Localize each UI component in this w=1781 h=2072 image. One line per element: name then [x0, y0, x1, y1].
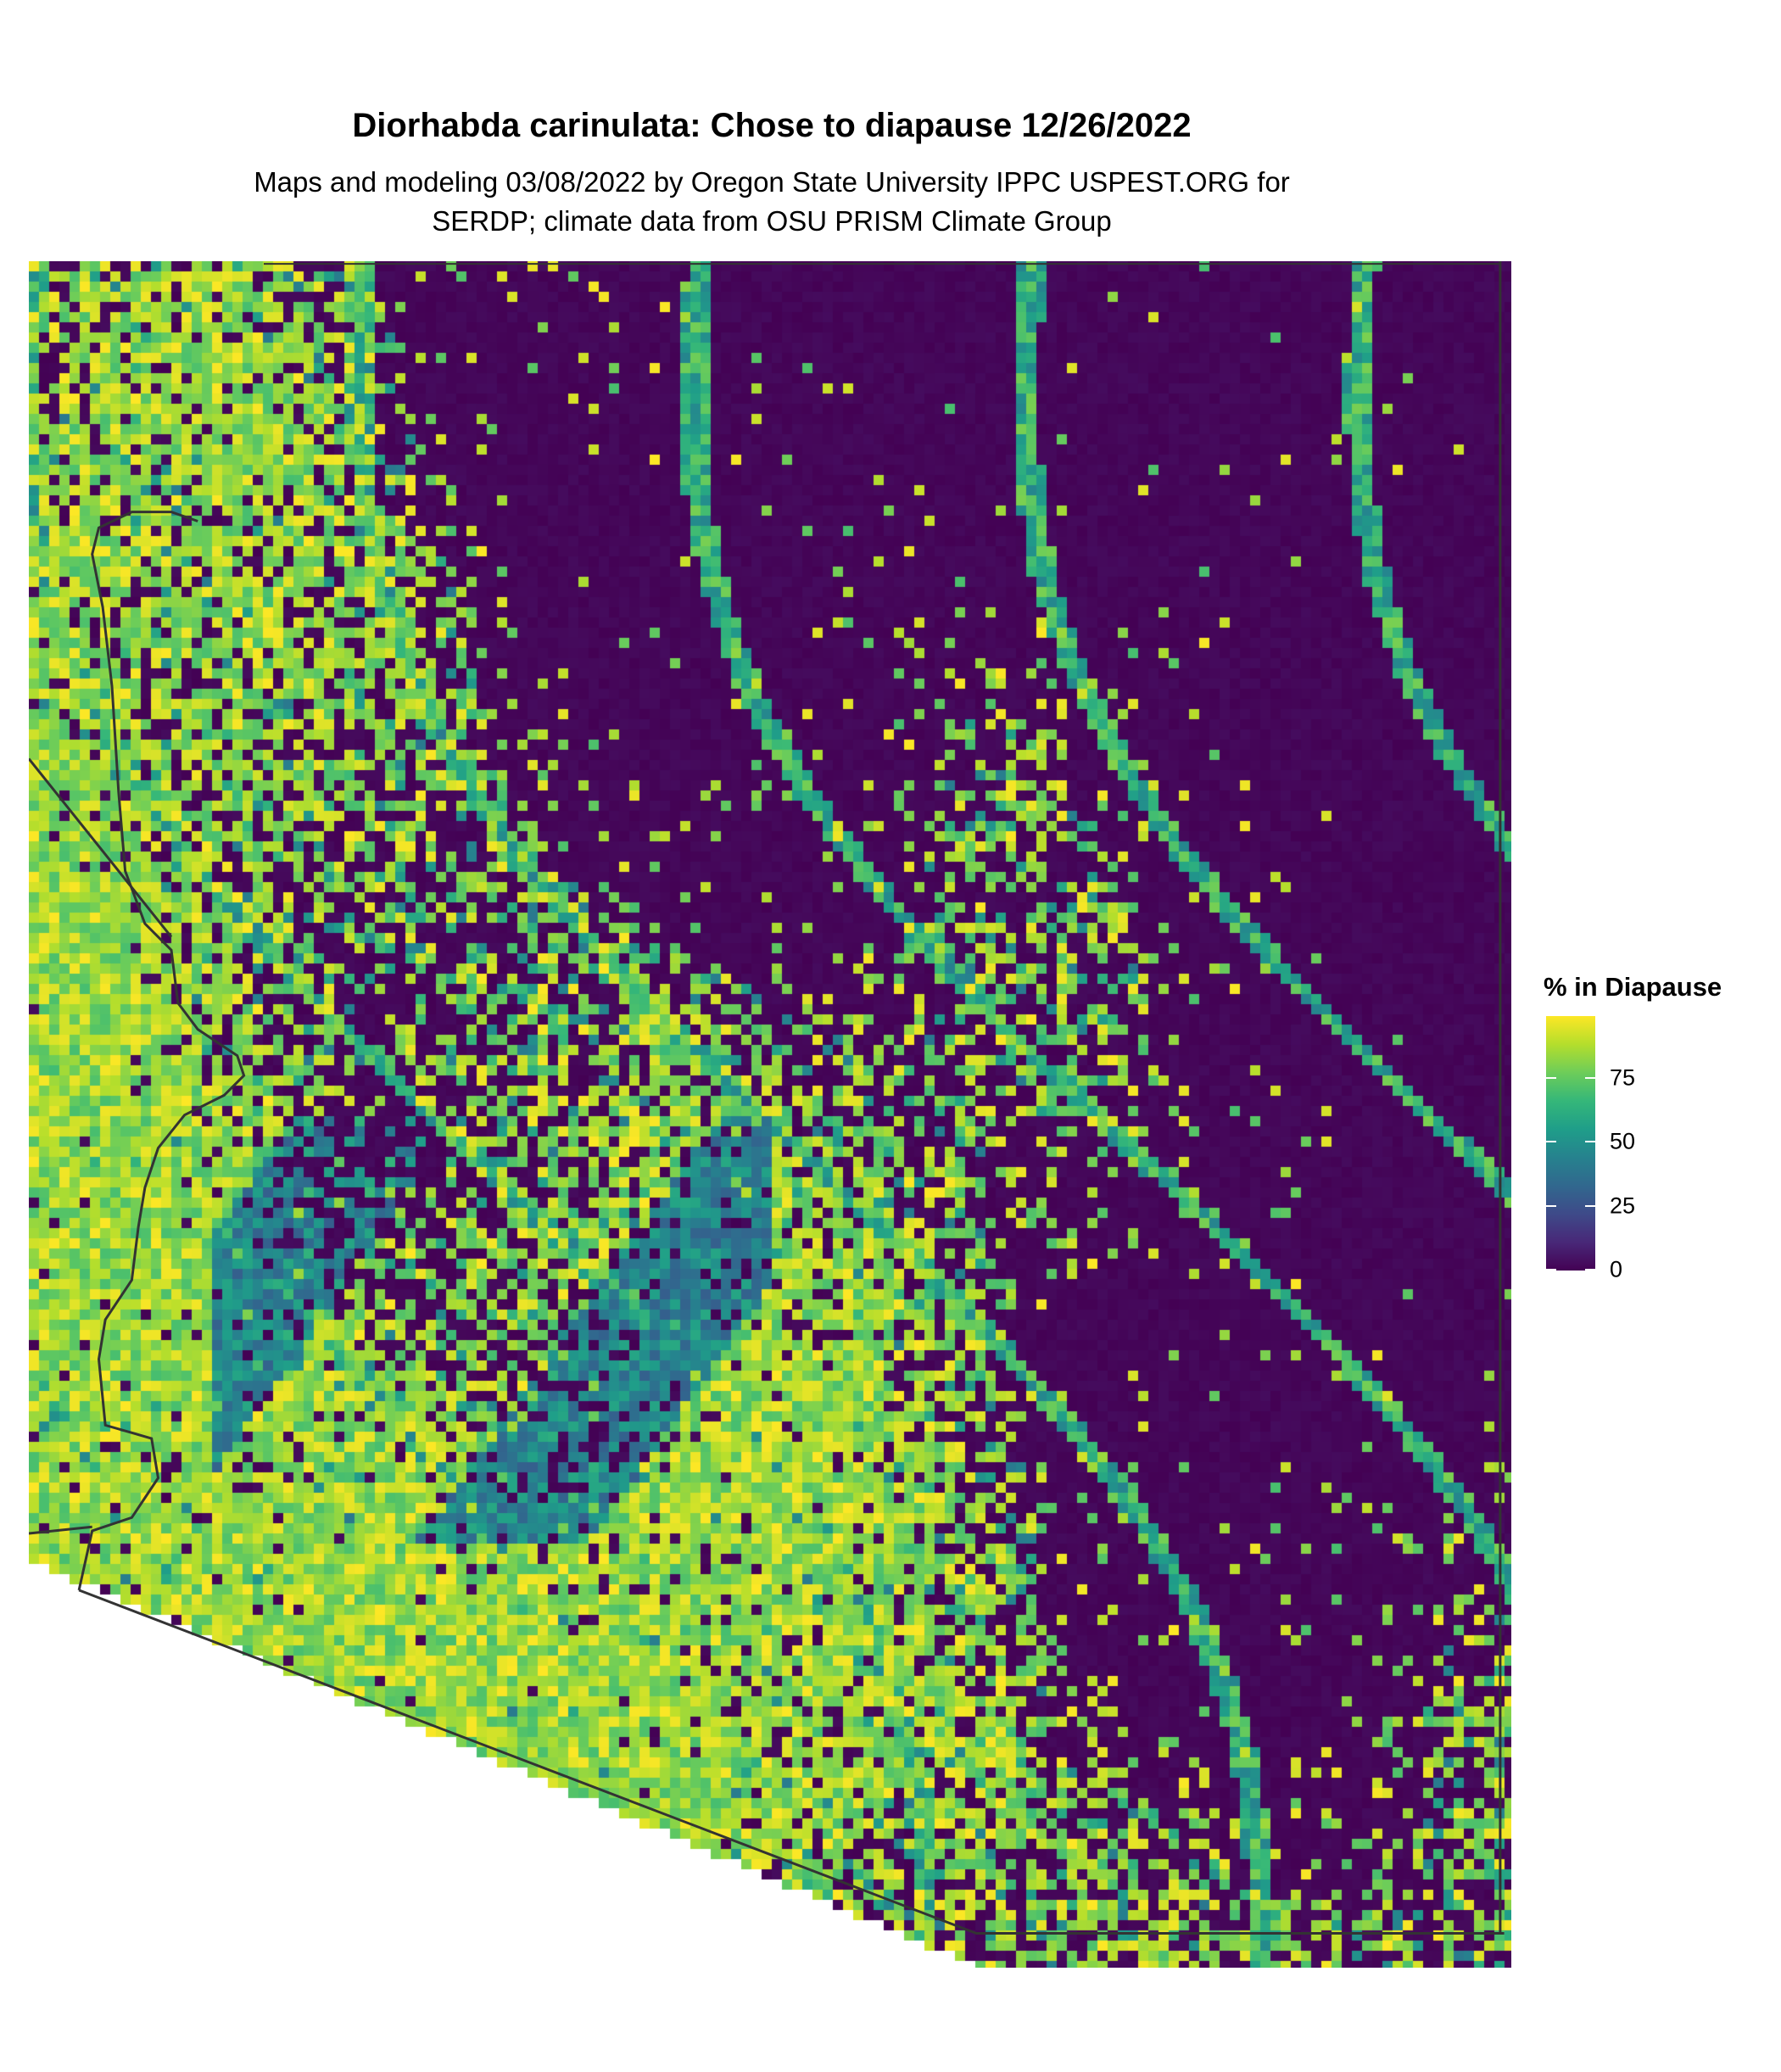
- legend-tick-mark: [1546, 1141, 1556, 1143]
- subtitle-line-1: Maps and modeling 03/08/2022 by Oregon S…: [254, 166, 1290, 198]
- legend-colorbar: [1546, 1016, 1595, 1271]
- mexico-border-west: [29, 1525, 92, 1535]
- river-border: [77, 511, 246, 1591]
- legend-tick-75: 75: [1610, 1064, 1636, 1091]
- legend-tick-25: 25: [1610, 1192, 1636, 1219]
- legend-tick-mark: [1585, 1141, 1595, 1143]
- legend-tick-mark: [1546, 1269, 1556, 1271]
- legend-tick-mark: [1585, 1269, 1595, 1271]
- raster-layer: [29, 261, 1511, 1968]
- mexico-border: [78, 1589, 1505, 1935]
- legend-tick-0: 0: [1610, 1256, 1623, 1282]
- legend-tick-mark: [1546, 1076, 1556, 1079]
- nevada-california-border: [29, 757, 173, 938]
- map-title: Diorhabda carinulata: Chose to diapause …: [352, 107, 1192, 144]
- state-borders: [29, 261, 1505, 1935]
- subtitle-line-2: SERDP; climate data from OSU PRISM Clima…: [432, 205, 1112, 237]
- legend-tick-mark: [1585, 1204, 1595, 1207]
- legend-tick-mark: [1585, 1076, 1595, 1079]
- legend-tick-mark: [1546, 1204, 1556, 1207]
- legend-tick-50: 50: [1610, 1128, 1636, 1154]
- map-subtitle: Maps and modeling 03/08/2022 by Oregon S…: [0, 163, 1544, 241]
- diapause-raster-map: [29, 261, 1511, 1972]
- legend-title: % in Diapause: [1544, 972, 1722, 1002]
